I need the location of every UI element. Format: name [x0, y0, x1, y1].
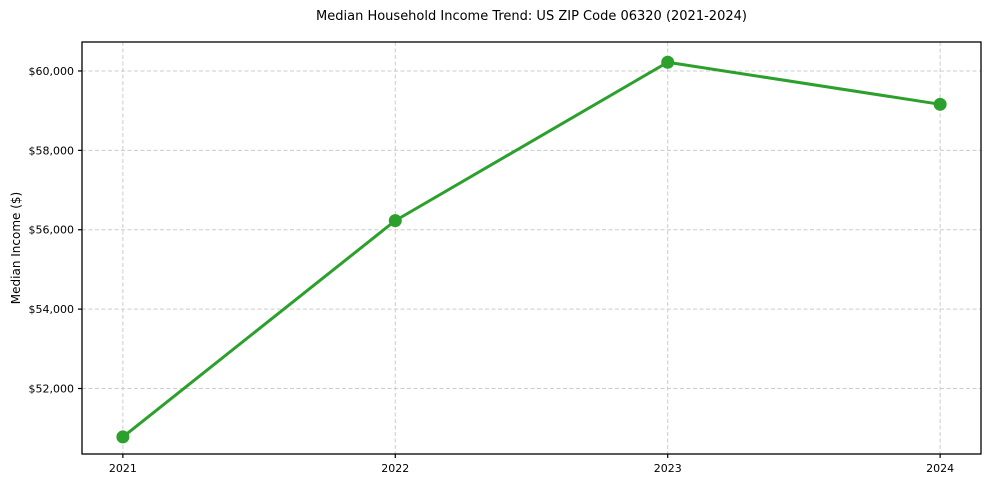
trend-line — [121, 60, 942, 439]
x-tick-label: 2023 — [654, 462, 682, 475]
x-tick-label: 2022 — [381, 462, 409, 475]
y-tick-label: $54,000 — [29, 303, 75, 316]
data-point-2024 — [933, 97, 947, 111]
data-point-2021 — [116, 430, 130, 444]
y-tick-label: $60,000 — [29, 65, 75, 78]
x-tick-label: 2021 — [109, 462, 137, 475]
data-point-2023 — [661, 55, 675, 69]
x-tick-label: 2024 — [926, 462, 954, 475]
data-point-2022 — [388, 214, 402, 228]
chart-title: Median Household Income Trend: US ZIP Co… — [316, 9, 747, 24]
plot-border — [81, 41, 982, 455]
y-tick-label: $58,000 — [29, 144, 75, 157]
y-tick-label: $56,000 — [29, 224, 75, 237]
y-tick-label: $52,000 — [29, 383, 75, 396]
